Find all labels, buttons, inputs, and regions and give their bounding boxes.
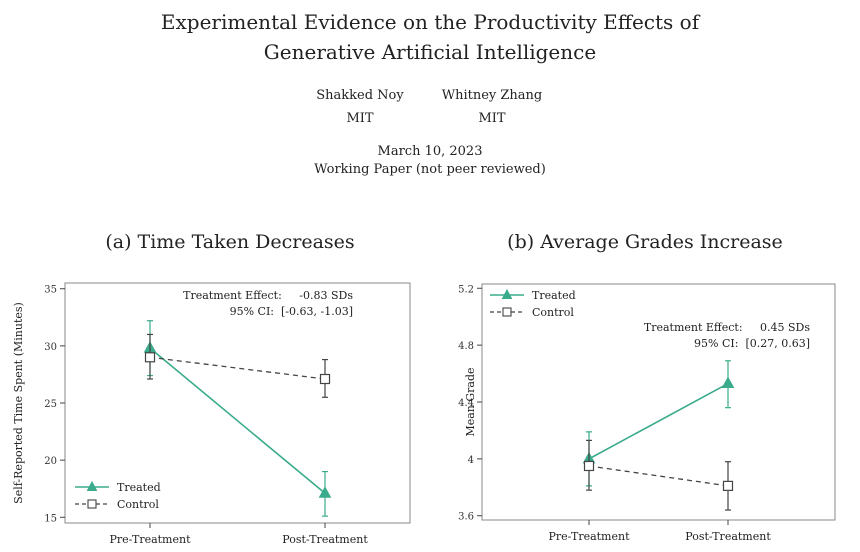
chart-b-point-control	[583, 460, 595, 472]
chart-b-annotation-ci: 95% CI: [0.27, 0.63]	[694, 337, 810, 350]
chart-b-y-tick-label: 4	[468, 455, 474, 466]
chart-a-annotation-ci: 95% CI: [-0.63, -1.03]	[230, 305, 353, 318]
chart-b-legend-label-control: Control	[532, 306, 574, 319]
chart-a-legend-marker-control	[87, 499, 97, 509]
chart-b-point-control	[722, 480, 734, 491]
chart-b-legend-marker-control	[502, 307, 512, 317]
chart-a-x-tick-label: Pre-Treatment	[109, 533, 191, 546]
author-1-affiliation: MIT	[346, 111, 374, 126]
chart-b-y-tick-label: 4.8	[458, 341, 474, 352]
chart-a-annotation-effect: Treatment Effect: -0.83 SDs	[183, 289, 353, 302]
chart-a-y-tick-label: 30	[44, 342, 57, 353]
author-2-name: Whitney Zhang	[441, 88, 543, 103]
chart-a-x-tick-label: Post-Treatment	[282, 533, 368, 546]
chart-a-y-axis-label: Self-Reported Time Spent (Minutes)	[12, 302, 25, 504]
chart-b-y-tick-label: 3.6	[458, 512, 474, 523]
paper-date: March 10, 2023	[377, 144, 483, 159]
chart-b-y-tick-label: 4.4	[458, 398, 474, 409]
chart-b-legend-marker-treated	[501, 288, 513, 299]
chart-b-point-treated	[721, 376, 735, 389]
chart-b-y-axis-label: Mean Grade	[464, 367, 477, 436]
chart-b: 3.6 4 4.4 4.8 5.2 Pre-Treatment Post-Treatment…	[458, 283, 836, 543]
chart-b-x-tick-label: Pre-Treatment	[548, 530, 630, 543]
chart-a-legend-label-control: Control	[117, 498, 159, 511]
chart-b-line-control	[588, 465, 729, 487]
chart-b-plot-frame	[481, 283, 836, 521]
paper-header: Experimental Evidence on the Productivit…	[0, 0, 860, 190]
author-2-affiliation: MIT	[478, 111, 506, 126]
chart-a-legend-marker-treated	[86, 480, 98, 491]
paper-status: Working Paper (not peer reviewed)	[314, 162, 546, 177]
chart-b-y-tick-label: 5.2	[458, 284, 474, 295]
chart-a-point-treated	[318, 486, 332, 498]
chart-a-line-control	[149, 356, 326, 380]
chart-a-point-control	[319, 373, 331, 385]
chart-a: 15 20 25 30 35 Pre-Treatment Post-Treatment Sel…	[12, 282, 411, 546]
author-1-name: Shakked Noy	[316, 88, 404, 103]
chart-a-line-treated	[149, 347, 326, 494]
chart-b-x-tick-label: Post-Treatment	[685, 530, 771, 543]
chart-b-title: (b) Average Grades Increase	[507, 231, 783, 253]
paper-title-line-1: Experimental Evidence on the Productivit…	[160, 10, 700, 34]
chart-a-title: (a) Time Taken Decreases	[105, 231, 355, 253]
chart-b-legend-label-treated: Treated	[532, 289, 576, 302]
chart-a-y-tick-label: 25	[44, 399, 57, 410]
chart-b-line-treated	[588, 382, 729, 460]
chart-a-legend-label-treated: Treated	[117, 481, 161, 494]
chart-a-y-tick-label: 15	[44, 513, 57, 524]
paper-title-line-2: Generative Artificial Intelligence	[263, 40, 597, 64]
chart-b-annotation-effect: Treatment Effect: 0.45 SDs	[644, 321, 810, 334]
chart-a-y-tick-label: 35	[44, 285, 57, 296]
chart-a-y-tick-label: 20	[44, 456, 57, 467]
chart-a-point-control	[144, 352, 156, 363]
